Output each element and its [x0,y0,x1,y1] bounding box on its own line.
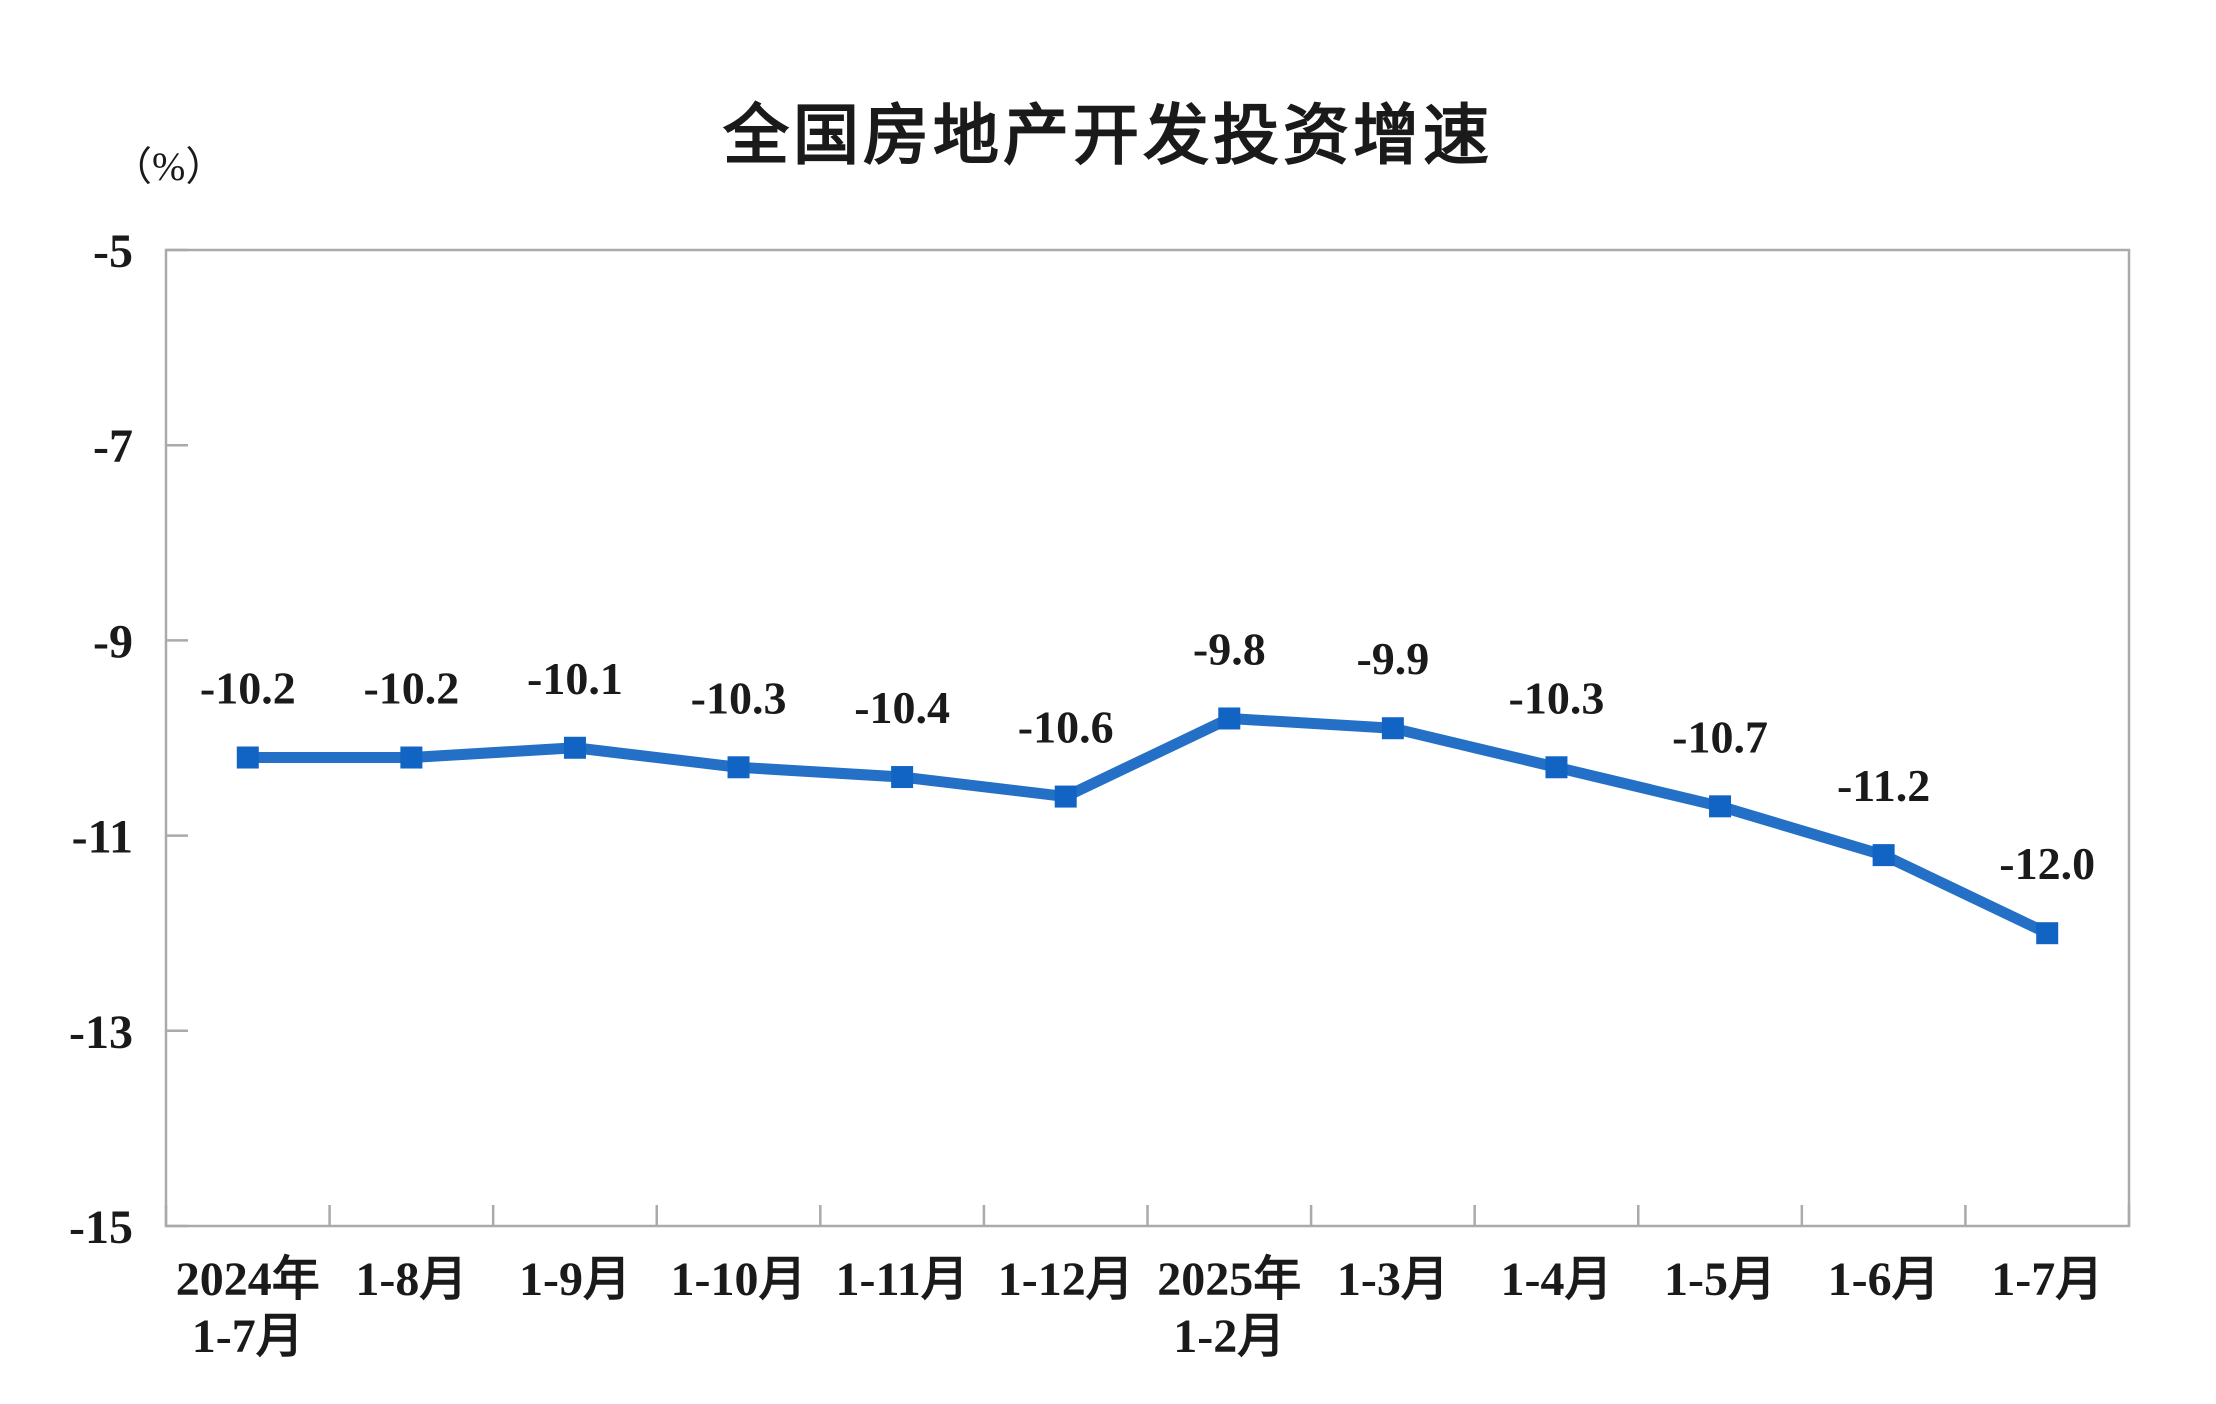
y-axis-tick-label: -11 [72,811,133,864]
x-axis-label: 1-11月 [835,1253,968,1306]
data-point-marker [563,736,586,759]
x-axis-label: 2024年 [176,1253,320,1306]
x-axis-label: 2025年 [1157,1253,1301,1306]
data-point-marker [1872,844,1895,867]
x-axis-label: 1-10月 [671,1253,807,1306]
data-point-label: -11.2 [1837,760,1930,811]
y-axis-tick-label: -7 [93,420,133,473]
data-point-marker [236,746,259,769]
data-point-label: -12.0 [1999,838,2095,889]
data-point-marker [1709,795,1732,818]
plot-border [164,248,2131,1228]
data-point-marker [1545,756,1568,779]
y-axis-unit-label: （%） [112,144,226,189]
data-point-marker [400,746,423,769]
data-point-label: -10.7 [1672,711,1768,762]
x-axis-label: 1-4月 [1500,1253,1612,1306]
x-axis-label: 1-6月 [1828,1253,1940,1306]
data-point-marker [1381,717,1404,740]
x-axis-label: 1-9月 [519,1253,631,1306]
data-point-marker [1054,785,1077,808]
y-axis-tick-label: -13 [69,1006,133,1059]
x-axis-label: 1-3月 [1337,1253,1449,1306]
x-axis-label: 1-7月 [192,1310,304,1363]
data-point-marker [2036,922,2059,945]
data-point-marker [727,756,750,779]
x-axis-label: 1-5月 [1664,1253,1776,1306]
chart-title: 全国房地产开发投资增速 [723,98,1493,172]
series-line [242,712,2053,939]
x-axis-label: 1-12月 [998,1253,1134,1306]
data-point-label: -10.3 [691,672,787,723]
data-point-label: -10.2 [200,663,296,714]
data-point-label: -10.4 [854,682,950,733]
data-point-label: -10.1 [527,653,623,704]
data-point-label: -9.9 [1356,633,1429,684]
data-point-label: -9.8 [1193,623,1266,674]
x-axis-label: 1-7月 [1991,1253,2103,1306]
y-axis-tick-label: -5 [93,225,133,278]
x-axis-label: 1-2月 [1173,1310,1285,1363]
data-point-marker [1218,707,1241,730]
data-point-marker [891,766,914,789]
y-axis-tick-label: -15 [69,1201,133,1254]
x-axis-label: 1-8月 [355,1253,467,1306]
data-point-label: -10.6 [1018,702,1114,753]
data-point-label: -10.2 [363,663,459,714]
data-point-label: -10.3 [1509,672,1605,723]
y-axis-tick-label: -9 [93,615,133,668]
